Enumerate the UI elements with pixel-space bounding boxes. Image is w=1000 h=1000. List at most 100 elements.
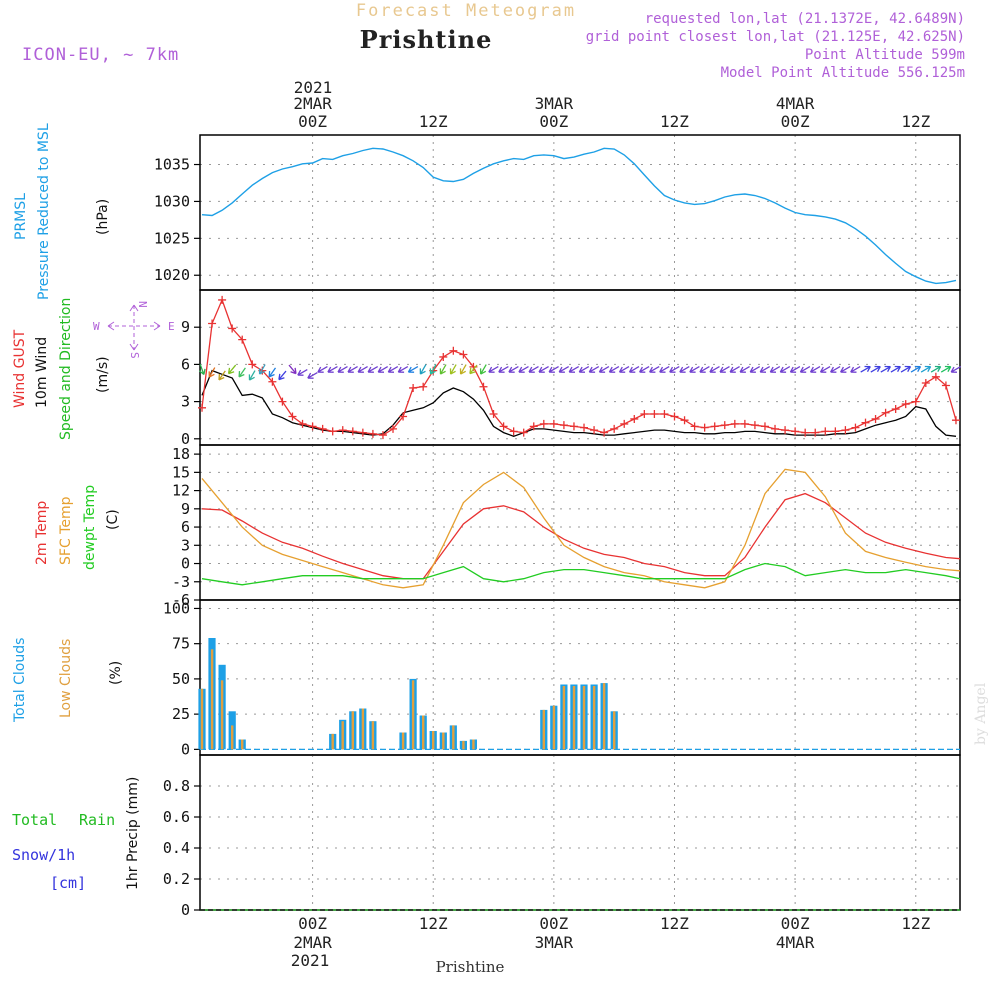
wind-dir-label: Speed and Direction	[58, 298, 74, 440]
pressure-labels: PRMSL Pressure Reduced to MSL (hPa)	[13, 123, 111, 300]
gust-point-51	[710, 422, 719, 431]
gust-point-7	[268, 377, 277, 386]
point-altitude: Point Altitude 599m	[805, 47, 965, 63]
gust-point-59	[791, 427, 800, 436]
wind-direction-arrow-67	[870, 365, 881, 373]
gust-point-44	[640, 410, 649, 418]
gust-point-36	[559, 421, 568, 430]
low-cloud-bar-20	[401, 732, 405, 750]
credit-watermark: by Angel	[973, 682, 989, 745]
wind-direction-arrow-66	[860, 365, 871, 373]
compass-east: E	[168, 320, 175, 333]
snow-label: Snow/1h	[12, 846, 75, 864]
low-cloud-bar-13	[331, 733, 334, 750]
wind-direction-arrow-20	[397, 366, 409, 373]
wind-direction-arrow-64	[840, 366, 851, 373]
low-cloud-bar-15	[351, 711, 354, 750]
wind-direction-arrow-8	[278, 370, 287, 381]
model-label: ICON-EU, ~ 7km	[22, 45, 179, 65]
wind-direction-arrow-48	[679, 366, 690, 373]
gust-point-5	[248, 360, 257, 369]
gust-point-1	[208, 319, 217, 328]
wind-direction-arrow-28	[479, 364, 487, 375]
wind-direction-arrow-57	[769, 366, 781, 373]
snow-unit: [cm]	[50, 874, 86, 892]
top-tick-time-3: 12Z	[660, 112, 689, 131]
bottom-tick-time-1: 12Z	[419, 914, 448, 933]
gust-point-28	[479, 382, 488, 391]
wind-direction-arrow-55	[749, 366, 761, 373]
requested-coords: requested lon,lat (21.1372E, 42.6489N)	[645, 11, 965, 27]
pressure-line	[201, 147, 957, 285]
wind-direction-arrow-13	[327, 366, 338, 373]
gust-point-35	[549, 419, 558, 428]
cloud-unit: (%)	[108, 661, 124, 685]
bottom-tick-time-3: 12Z	[660, 914, 689, 933]
top-tick-time-4: 00Z	[781, 112, 810, 131]
ytick-label-0: 0	[181, 740, 190, 758]
gust-point-50	[700, 423, 709, 432]
gust-point-47	[670, 412, 679, 421]
low-cloud-bar-17	[371, 721, 375, 750]
ytick-label-0: -6	[172, 591, 190, 609]
wind-direction-arrow-32	[518, 366, 529, 373]
bottom-axis-year: 2021	[291, 951, 330, 970]
wind-direction-arrow-25	[449, 364, 457, 375]
temp-sfc-label: SFC Temp	[58, 496, 74, 565]
precip-unit: 1hr Precip (mm)	[125, 777, 141, 890]
low-cloud-bar-22	[422, 715, 425, 750]
gust-point-65	[851, 423, 860, 432]
gust-point-24	[439, 352, 448, 361]
gust-point-63	[831, 427, 840, 436]
ytick-label-4: 100	[163, 599, 190, 617]
gust-point-57	[771, 424, 780, 433]
wind-direction-arrow-23	[429, 364, 437, 375]
gust-point-2	[218, 295, 227, 304]
wind-direction-arrow-24	[439, 364, 447, 375]
wind-direction-arrow-60	[799, 366, 811, 373]
footer-location: Prishtine	[436, 958, 505, 976]
gust-point-66	[861, 418, 870, 427]
gust-point-67	[871, 414, 880, 423]
low-cloud-bar-37	[572, 686, 576, 750]
gust-point-16	[358, 428, 367, 437]
wind-direction-arrow-10	[297, 369, 308, 376]
ytick-label-3: 1035	[154, 156, 190, 174]
wind-direction-arrow-30	[498, 366, 509, 373]
gust-point-32	[519, 428, 528, 437]
wind-direction-arrow-19	[387, 366, 399, 373]
wind-direction-arrow-59	[789, 366, 801, 373]
model-altitude: Model Point Altitude 556.125m	[721, 65, 965, 81]
low-cloud-bar-4	[241, 739, 244, 750]
low-cloud-bar-41	[613, 711, 616, 750]
wind-direction-arrow-49	[689, 366, 700, 373]
wind-direction-arrow-7	[268, 367, 277, 378]
wind-direction-arrow-52	[719, 366, 730, 373]
gust-point-41	[610, 424, 619, 433]
ytick-label-1: 25	[172, 705, 190, 723]
bottom-tick-day-4: 4MAR	[776, 933, 815, 952]
gust-point-13	[328, 427, 337, 436]
wind-direction-arrow-2	[218, 370, 226, 381]
gust-point-73	[931, 372, 940, 381]
precip-panel: 0 0.2 0.4 0.6 0.8	[163, 754, 961, 919]
location-title: Prishtine	[360, 25, 493, 54]
gust-point-70	[901, 400, 910, 409]
sfc-temp-line	[201, 468, 961, 589]
wind-direction-arrow-61	[809, 366, 821, 373]
low-cloud-bar-3	[231, 725, 234, 750]
wind-direction-arrow-4	[238, 367, 246, 378]
ytick-label-0: 1020	[154, 266, 190, 284]
wind-direction-arrow-1	[208, 367, 216, 378]
temp-2m-label: 2m Temp	[34, 501, 50, 565]
wind-direction-arrow-3	[227, 364, 237, 375]
bottom-tick-time-2: 00Z	[539, 914, 568, 933]
top-tick-time-0: 00Z	[298, 112, 327, 131]
wind-direction-arrow-29	[488, 366, 499, 373]
gust-point-37	[569, 422, 578, 431]
gust-point-31	[509, 427, 518, 436]
gust-point-60	[801, 428, 810, 437]
wind-gust-label: Wind GUST	[12, 329, 28, 408]
wind-direction-arrow-31	[508, 366, 519, 373]
ytick-label-0: 0	[181, 430, 190, 448]
